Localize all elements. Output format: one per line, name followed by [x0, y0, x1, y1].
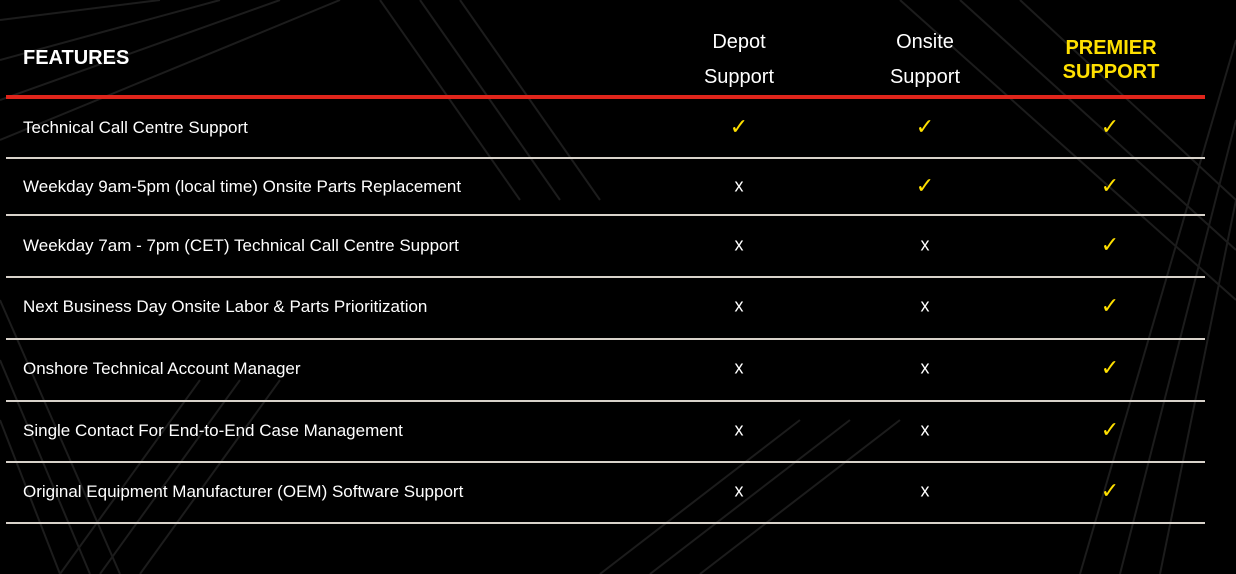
- x-icon: x: [920, 419, 930, 440]
- x-icon: x: [920, 480, 930, 501]
- feature-label: Weekday 9am-5pm (local time) Onsite Part…: [23, 177, 462, 196]
- row-divider: [6, 338, 1205, 340]
- column-header-depot: Depot Support: [649, 25, 829, 95]
- row-divider: [6, 461, 1205, 463]
- x-icon: x: [734, 480, 744, 501]
- x-icon: x: [920, 234, 930, 255]
- check-icon: ✓: [729, 114, 749, 139]
- feature-label: Original Equipment Manufacturer (OEM) So…: [23, 482, 464, 501]
- feature-label: Next Business Day Onsite Labor & Parts P…: [23, 297, 428, 316]
- check-icon: ✓: [1100, 417, 1120, 442]
- column-header-onsite-line2: Support: [889, 66, 961, 88]
- check-icon: ✓: [1100, 173, 1120, 198]
- check-icon: ✓: [1100, 355, 1120, 380]
- column-header-premier-line1: PREMIER: [1065, 37, 1157, 59]
- x-icon: x: [734, 175, 744, 196]
- check-icon: ✓: [915, 173, 935, 198]
- x-icon: x: [734, 295, 744, 316]
- x-icon: x: [734, 357, 744, 378]
- feature-label: Technical Call Centre Support: [23, 118, 248, 137]
- row-divider: [6, 276, 1205, 278]
- check-icon: ✓: [1100, 293, 1120, 318]
- column-header-depot-line1: Depot: [712, 31, 766, 53]
- feature-label: Onshore Technical Account Manager: [23, 359, 301, 378]
- column-header-premier: PREMIER SUPPORT: [1021, 36, 1201, 84]
- features-header: FEATURES: [23, 47, 130, 69]
- column-header-onsite: Onsite Support: [835, 25, 1015, 95]
- x-icon: x: [734, 419, 744, 440]
- row-divider: [6, 522, 1205, 524]
- x-icon: x: [920, 357, 930, 378]
- header-divider: [6, 95, 1205, 99]
- row-divider: [6, 214, 1205, 216]
- x-icon: x: [734, 234, 744, 255]
- check-icon: ✓: [1100, 232, 1120, 257]
- row-divider: [6, 400, 1205, 402]
- feature-label: Weekday 7am - 7pm (CET) Technical Call C…: [23, 236, 459, 255]
- check-icon: ✓: [1100, 478, 1120, 503]
- x-icon: x: [920, 295, 930, 316]
- check-icon: ✓: [1100, 114, 1120, 139]
- column-header-depot-line2: Support: [703, 66, 775, 88]
- column-header-onsite-line1: Onsite: [896, 31, 954, 53]
- check-icon: ✓: [915, 114, 935, 139]
- feature-label: Single Contact For End-to-End Case Manag…: [23, 421, 403, 440]
- column-header-premier-line2: SUPPORT: [1062, 61, 1160, 83]
- row-divider: [6, 157, 1205, 159]
